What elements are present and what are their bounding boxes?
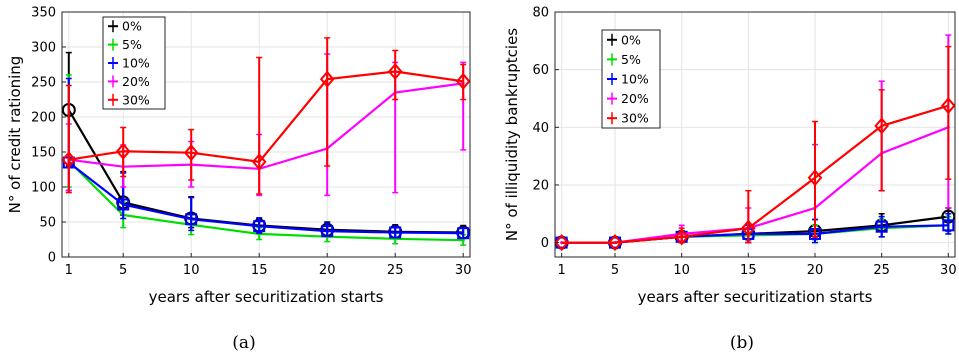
- legend-entry: 30%: [621, 111, 649, 126]
- y-tick-label: 50: [39, 216, 56, 231]
- legend-entry: 0%: [122, 19, 142, 34]
- data-point: [185, 213, 198, 226]
- y-tick-label: 20: [532, 178, 549, 193]
- series-30pct: [61, 37, 471, 195]
- legend-entry: 0%: [621, 32, 641, 47]
- legend-entry: 20%: [621, 91, 649, 106]
- data-point: [941, 97, 956, 115]
- y-tick-label: 40: [532, 121, 549, 136]
- data-point: [253, 220, 266, 233]
- data-point: [321, 225, 334, 238]
- data-point: [457, 227, 470, 240]
- y-tick-label: 300: [31, 41, 56, 56]
- y-tick-label: 0: [48, 251, 56, 266]
- data-point: [115, 142, 131, 160]
- y-tick-label: 150: [31, 146, 56, 161]
- x-tick-label: 25: [387, 263, 404, 278]
- data-point: [942, 219, 955, 232]
- data-point: [387, 62, 403, 81]
- series-line: [561, 104, 949, 244]
- data-point: [875, 220, 888, 233]
- legend: 0% 5% 10% 20% 30%: [102, 16, 166, 110]
- data-point: [741, 219, 756, 237]
- x-tick-label: 20: [319, 263, 336, 278]
- axes-box: [61, 11, 471, 258]
- x-tick-label: 25: [873, 263, 890, 278]
- panel-caption: (a): [232, 333, 255, 353]
- legend-entry: 5%: [122, 37, 142, 52]
- series-line: [68, 161, 464, 235]
- data-point: [461, 238, 465, 242]
- legend-entry: 10%: [621, 72, 649, 87]
- x-tick-label: 30: [940, 263, 957, 278]
- data-point: [183, 144, 199, 162]
- data-point: [874, 117, 889, 135]
- data-point: [251, 153, 267, 171]
- y-tick-label: 0: [541, 236, 549, 251]
- x-tick-label: 5: [119, 263, 127, 278]
- x-tick-label: 20: [807, 263, 824, 278]
- y-tick-label: 60: [532, 63, 549, 78]
- legend: 0% 5% 10% 20% 30%: [601, 29, 661, 129]
- x-tick-label: 1: [558, 263, 566, 278]
- data-point: [554, 234, 569, 252]
- legend-entry: 20%: [122, 74, 150, 89]
- x-tick-label: 15: [740, 263, 757, 278]
- legend-entry: 5%: [621, 52, 641, 67]
- y-tick-label: 250: [31, 76, 56, 91]
- legend-entry: 10%: [122, 56, 150, 71]
- x-tick-label: 1: [65, 263, 73, 278]
- data-point: [455, 72, 471, 90]
- x-axis-label: years after securitization starts: [638, 288, 873, 306]
- y-tick-label: 100: [31, 181, 56, 196]
- x-tick-label: 15: [251, 263, 268, 278]
- data-point: [117, 198, 130, 211]
- data-point: [319, 70, 335, 88]
- y-tick-label: 350: [31, 6, 56, 21]
- legend-entry: 30%: [122, 92, 150, 107]
- x-tick-label: 10: [183, 263, 200, 278]
- series-line: [68, 70, 464, 163]
- data-point: [674, 228, 689, 246]
- x-axis-label: years after securitization starts: [149, 288, 384, 306]
- y-axis-label: N° of illiquidity bankruptcies: [503, 28, 521, 241]
- x-tick-label: 10: [673, 263, 690, 278]
- data-point: [61, 151, 77, 169]
- y-tick-label: 200: [31, 111, 56, 126]
- x-tick-label: 5: [611, 263, 619, 278]
- data-point: [807, 169, 823, 187]
- y-tick-label: 80: [532, 6, 549, 21]
- data-point: [389, 226, 402, 239]
- y-axis-label: N° of credit rationing: [6, 56, 24, 214]
- series-30pct: [554, 45, 956, 252]
- data-point: [607, 234, 623, 252]
- x-tick-label: 30: [455, 263, 472, 278]
- panel-caption: (b): [730, 333, 754, 353]
- legend-box: [102, 16, 166, 110]
- axes-box: [554, 11, 956, 258]
